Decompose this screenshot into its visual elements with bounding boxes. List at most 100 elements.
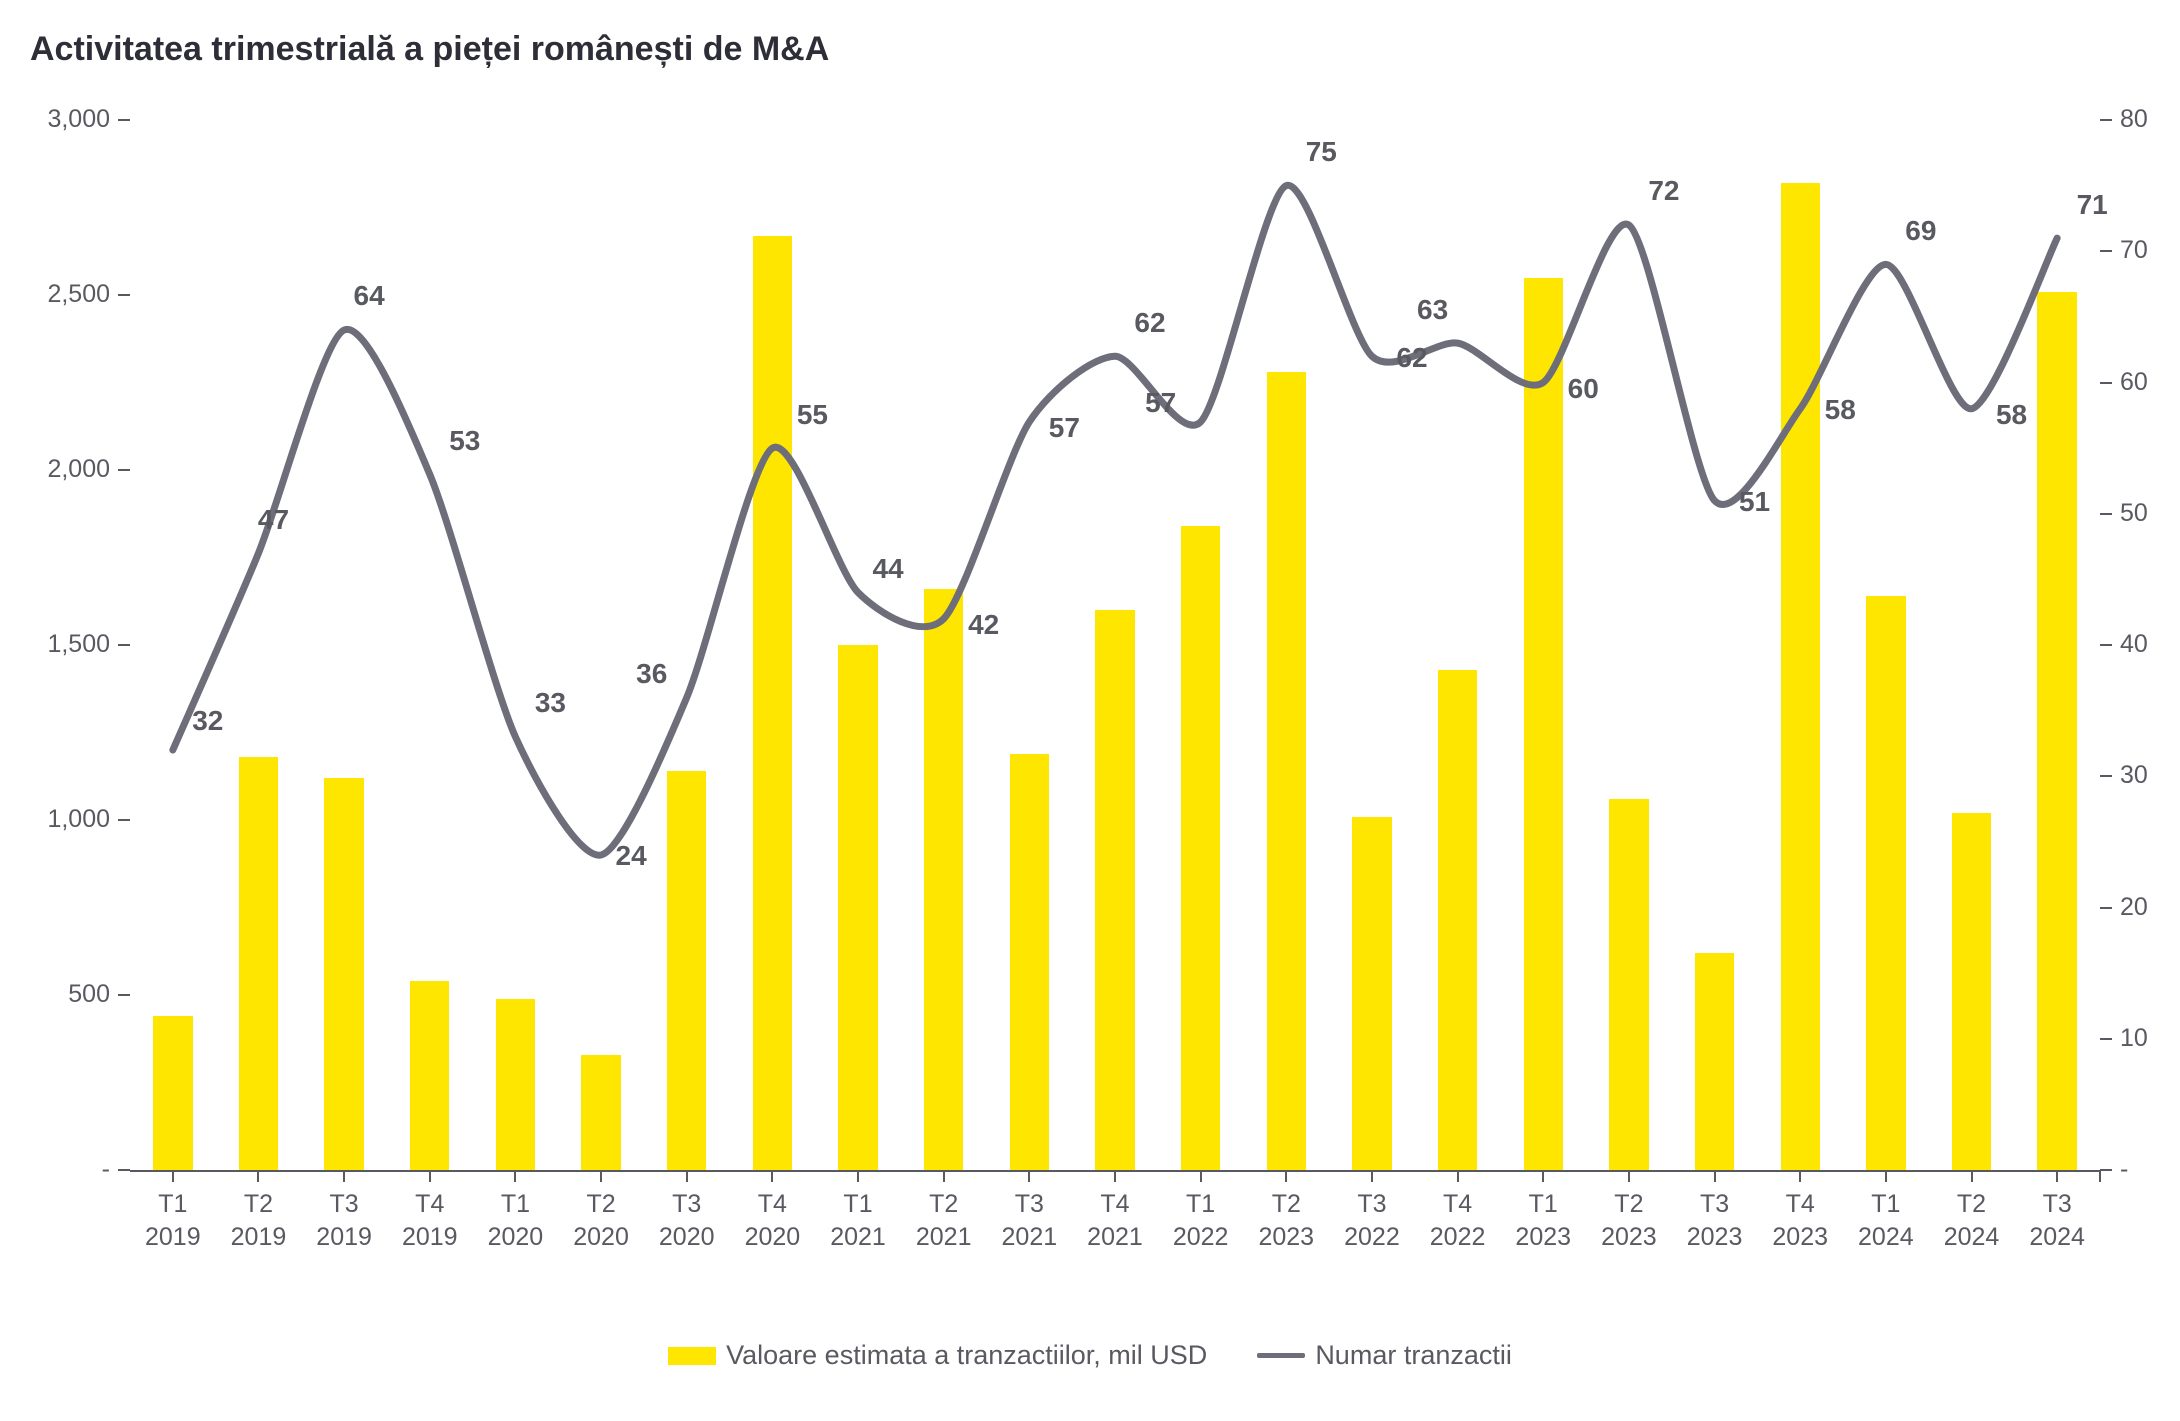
y-right-tick — [2100, 1169, 2112, 1171]
line-value-label: 69 — [1891, 215, 1951, 247]
x-tick — [1285, 1170, 1287, 1182]
line-value-label: 42 — [954, 609, 1014, 641]
legend-item: Valoare estimata a tranzactiilor, mil US… — [668, 1340, 1207, 1371]
x-category-label: T3 2020 — [644, 1188, 730, 1253]
x-tick — [429, 1170, 431, 1182]
x-category-label: T3 2022 — [1329, 1188, 1415, 1253]
x-tick — [2056, 1170, 2058, 1182]
y-right-tick — [2100, 382, 2112, 384]
x-category-label: T1 2021 — [815, 1188, 901, 1253]
x-category-label: T1 2020 — [473, 1188, 559, 1253]
y-right-label: 60 — [2120, 368, 2148, 397]
line-value-label: 33 — [520, 687, 580, 719]
x-tick — [343, 1170, 345, 1182]
legend-label: Numar tranzactii — [1315, 1340, 1512, 1371]
y-left-label: - — [0, 1155, 110, 1184]
x-category-label: T4 2023 — [1757, 1188, 1843, 1253]
x-category-label: T3 2024 — [2014, 1188, 2100, 1253]
x-category-label: T1 2022 — [1158, 1188, 1244, 1253]
x-category-label: T3 2023 — [1672, 1188, 1758, 1253]
x-tick — [1542, 1170, 1544, 1182]
y-right-label: 30 — [2120, 761, 2148, 790]
y-right-tick — [2100, 775, 2112, 777]
legend-swatch-bar — [668, 1347, 716, 1365]
y-left-tick — [118, 994, 130, 996]
y-left-tick — [118, 119, 130, 121]
chart-container: Activitatea trimestrială a pieței române… — [0, 20, 2180, 1401]
x-tick — [1971, 1170, 1973, 1182]
line-value-label: 62 — [1120, 307, 1180, 339]
x-tick — [686, 1170, 688, 1182]
line-value-label: 62 — [1382, 342, 1442, 374]
legend-label: Valoare estimata a tranzactiilor, mil US… — [726, 1340, 1207, 1371]
y-left-label: 1,500 — [0, 630, 110, 659]
y-left-label: 2,500 — [0, 280, 110, 309]
line-value-label: 51 — [1725, 486, 1785, 518]
x-tick — [1628, 1170, 1630, 1182]
y-right-label: 20 — [2120, 893, 2148, 922]
line-layer — [130, 120, 2100, 1170]
line-value-label: 64 — [339, 280, 399, 312]
x-tick — [1799, 1170, 1801, 1182]
y-right-tick — [2100, 119, 2112, 121]
line-value-label: 57 — [1131, 387, 1191, 419]
x-tick — [514, 1170, 516, 1182]
x-tick — [1457, 1170, 1459, 1182]
x-category-label: T2 2023 — [1586, 1188, 1672, 1253]
x-tick — [943, 1170, 945, 1182]
x-category-label: T3 2021 — [987, 1188, 1073, 1253]
line-value-label: 24 — [601, 840, 661, 872]
x-category-label: T3 2019 — [301, 1188, 387, 1253]
legend-item: Numar tranzactii — [1257, 1340, 1512, 1371]
y-right-label: 40 — [2120, 630, 2148, 659]
line-value-label: 47 — [243, 504, 303, 536]
y-right-tick — [2100, 1038, 2112, 1040]
y-right-tick — [2100, 644, 2112, 646]
y-right-label: 70 — [2120, 236, 2148, 265]
y-right-label: 80 — [2120, 105, 2148, 134]
line-value-label: 53 — [435, 425, 495, 457]
x-category-label: T4 2021 — [1072, 1188, 1158, 1253]
x-tick — [257, 1170, 259, 1182]
x-tick — [1200, 1170, 1202, 1182]
x-tick — [857, 1170, 859, 1182]
line-value-label: 32 — [178, 705, 238, 737]
line-value-label: 71 — [2062, 189, 2122, 221]
line-value-label: 58 — [1810, 394, 1870, 426]
x-tick — [771, 1170, 773, 1182]
x-tick — [1028, 1170, 1030, 1182]
x-category-label: T2 2024 — [1929, 1188, 2015, 1253]
x-tick — [1885, 1170, 1887, 1182]
x-category-label: T4 2019 — [387, 1188, 473, 1253]
line-value-label: 60 — [1553, 373, 1613, 405]
y-left-tick — [118, 294, 130, 296]
x-category-label: T2 2019 — [216, 1188, 302, 1253]
x-tick — [1371, 1170, 1373, 1182]
line-value-label: 55 — [782, 399, 842, 431]
y-left-label: 1,000 — [0, 805, 110, 834]
x-tick — [172, 1170, 174, 1182]
trend-line — [173, 185, 2057, 855]
y-right-label: 10 — [2120, 1024, 2148, 1053]
line-value-label: 57 — [1034, 412, 1094, 444]
x-category-label: T1 2019 — [130, 1188, 216, 1253]
x-category-label: T1 2024 — [1843, 1188, 1929, 1253]
y-left-tick — [118, 1169, 130, 1171]
chart-title: Activitatea trimestrială a pieței române… — [30, 30, 829, 69]
y-right-tick — [2100, 513, 2112, 515]
y-left-label: 500 — [0, 980, 110, 1009]
x-tick — [2099, 1170, 2101, 1182]
x-category-label: T4 2022 — [1415, 1188, 1501, 1253]
legend: Valoare estimata a tranzactiilor, mil US… — [0, 1340, 2180, 1371]
x-category-label: T4 2020 — [730, 1188, 816, 1253]
y-right-tick — [2100, 907, 2112, 909]
line-value-label: 72 — [1634, 175, 1694, 207]
line-value-label: 75 — [1291, 136, 1351, 168]
x-category-label: T2 2021 — [901, 1188, 987, 1253]
line-value-label: 63 — [1403, 294, 1463, 326]
y-right-label: - — [2120, 1155, 2128, 1184]
plot-area — [130, 120, 2100, 1170]
x-tick — [600, 1170, 602, 1182]
line-value-label: 36 — [622, 658, 682, 690]
x-category-label: T1 2023 — [1500, 1188, 1586, 1253]
